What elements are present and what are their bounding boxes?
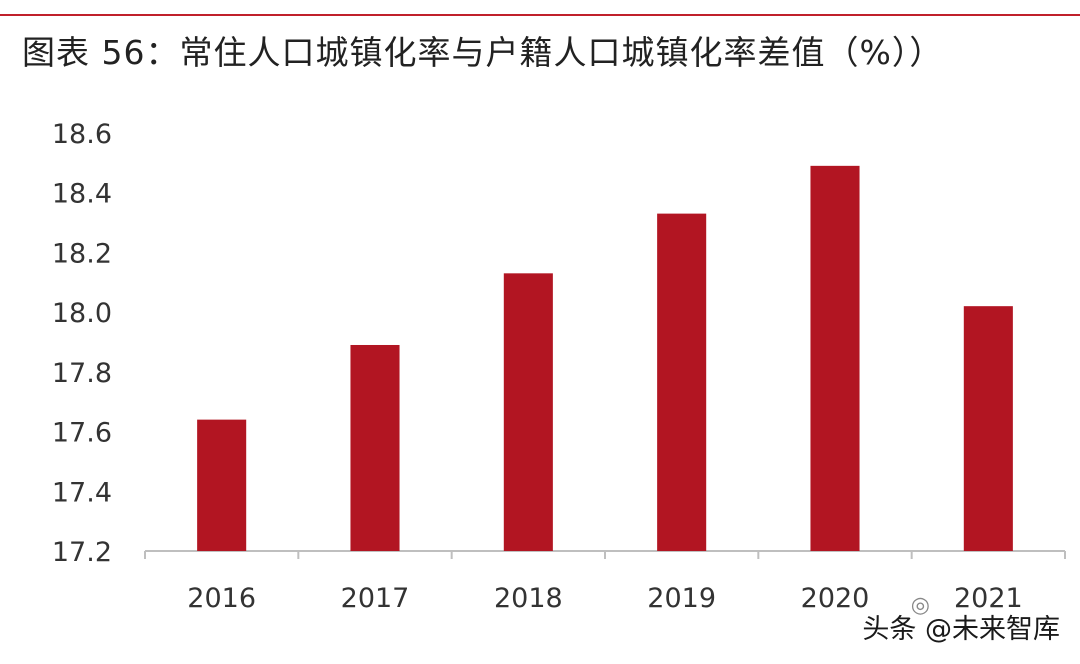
y-tick-label: 17.4 <box>52 477 112 508</box>
y-tick-label: 18.4 <box>52 179 112 210</box>
bar-2021 <box>963 306 1013 551</box>
x-tick-label: 2019 <box>647 583 716 614</box>
bar-series <box>197 165 1013 552</box>
y-axis: 17.2 17.4 17.6 17.8 18.0 18.2 18.4 18.6 <box>52 119 112 568</box>
watermark-text: 头条 @未来智库 <box>862 614 1060 645</box>
x-tick-label: 2021 <box>954 583 1023 614</box>
x-tick-label: 2018 <box>494 583 563 614</box>
x-tick-label: 2017 <box>341 583 410 614</box>
x-tick-label: 2016 <box>187 583 256 614</box>
bar-2016 <box>197 419 247 551</box>
bar-2017 <box>350 344 400 551</box>
bar-2018 <box>503 273 553 551</box>
x-axis <box>144 550 1066 559</box>
y-tick-label: 18.2 <box>52 238 112 269</box>
bar-2019 <box>657 213 707 551</box>
y-tick-label: 17.8 <box>52 358 112 389</box>
y-tick-label: 17.6 <box>52 418 112 449</box>
x-tick-label: 2020 <box>801 583 870 614</box>
watermark-icon: ◎ <box>910 593 930 618</box>
y-tick-label: 17.2 <box>52 537 112 568</box>
y-tick-label: 18.6 <box>52 119 112 150</box>
x-tick-labels: 2016 2017 2018 2019 2020 2021 <box>187 583 1022 614</box>
y-tick-label: 18.0 <box>52 298 112 329</box>
top-rule <box>0 14 1080 16</box>
chart-title: 图表 56：常住人口城镇化率与户籍人口城镇化率差值（%）） <box>22 33 944 72</box>
bar-2020 <box>810 165 860 552</box>
